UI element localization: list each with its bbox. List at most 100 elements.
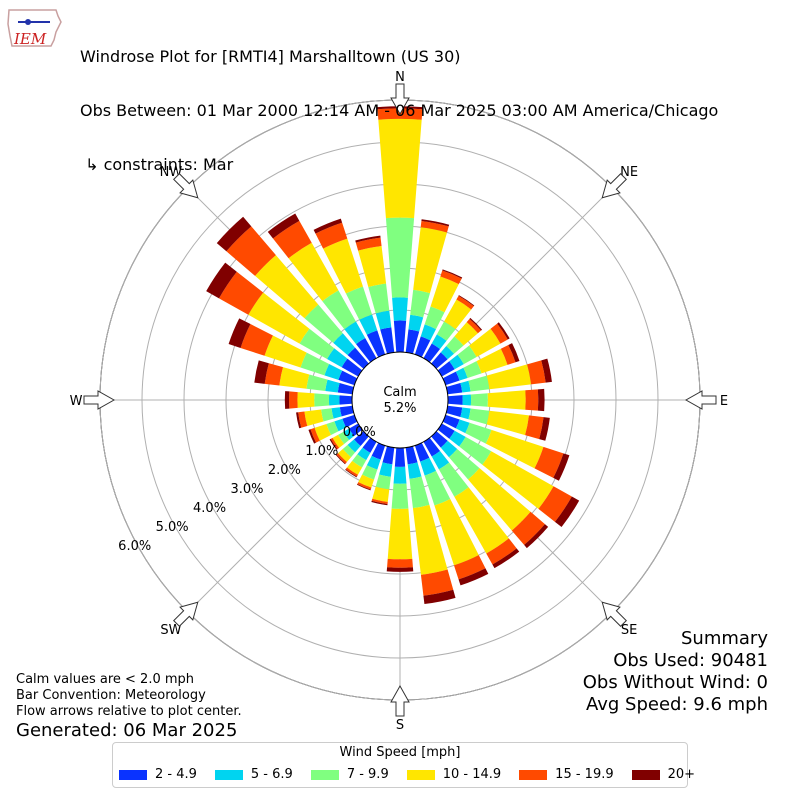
flow-arrow-shape	[390, 83, 410, 116]
windrose-bar-segment	[420, 457, 436, 476]
windrose-bar-segment	[440, 440, 458, 458]
grid-spoke	[187, 433, 367, 613]
windrose-bar-segment	[298, 411, 308, 428]
windrose-bar-segment	[324, 364, 343, 380]
legend-swatch	[631, 769, 660, 780]
legend-item: 10 - 14.9	[406, 767, 502, 782]
direction-label: N	[395, 70, 405, 85]
windrose-bar-segment	[387, 508, 413, 560]
windrose-bar-segment	[442, 269, 463, 279]
windrose-bar-segment	[525, 415, 544, 440]
windrose-bar-segment	[423, 343, 441, 363]
windrose-bar-segment	[356, 483, 371, 491]
legend-title: Wind Speed [mph]	[339, 745, 461, 760]
windrose-bar-segment	[465, 422, 492, 444]
windrose-bar-segment	[375, 310, 392, 330]
windrose-bar-segment	[412, 504, 448, 575]
windrose-bar-segment	[408, 314, 424, 332]
iem-logo: IEM	[6, 6, 62, 50]
legend-swatch	[214, 769, 243, 780]
windrose-bar-segment	[440, 345, 455, 360]
windrose-bar-segment	[255, 255, 319, 319]
direction-label: E	[720, 394, 728, 409]
windrose-bar-segment	[300, 352, 330, 376]
windrose-bar-segment	[288, 242, 339, 302]
legend-label: 20+	[667, 767, 696, 782]
windrose-bar-segment	[264, 363, 284, 386]
windrose-bar-segment	[527, 360, 546, 385]
windrose-bar-segment	[410, 289, 430, 318]
windrose-bar-segment	[345, 286, 373, 320]
windrose-bar-segment	[460, 380, 471, 393]
windrose-bar-segment	[553, 453, 570, 481]
windrose-bar-segment	[267, 213, 300, 239]
legend: Wind Speed [mph] 2 - 4.9 5 - 6.9 7 - 9.9 10…	[112, 742, 695, 788]
legend-label: 10 - 14.9	[442, 767, 502, 782]
flow-arrow-icon	[390, 83, 410, 116]
radial-tick-label: 0.0%	[343, 425, 376, 440]
windrose-bar-segment	[476, 348, 508, 374]
legend-item: 7 - 9.9	[310, 767, 389, 782]
windrose-bar-segment	[457, 345, 477, 365]
windrose-bar-segment	[508, 343, 520, 363]
windrose-bar-segment	[420, 569, 454, 596]
windrose-bar-segment	[454, 487, 509, 554]
chart-title: Windrose Plot for [RMTI4] Marshalltown (…	[80, 12, 718, 192]
windrose-bar-segment	[485, 429, 544, 469]
windrose-bar-segment	[482, 451, 554, 509]
windrose-bar-segment	[446, 405, 463, 417]
windrose-bar-segment	[216, 216, 252, 252]
title-line-2: Obs Between: 01 Mar 2000 12:14 AM - 06 M…	[80, 101, 719, 120]
summary-avg-speed: Avg Speed: 9.6 mph	[586, 694, 768, 715]
windrose-bar-segment	[447, 395, 463, 405]
legend-item: 5 - 6.9	[214, 767, 293, 782]
windrose-bar-segment	[460, 407, 471, 420]
windrose-bar-segment	[357, 482, 372, 490]
windrose-bar-segment	[352, 454, 367, 468]
windrose-bar-segment	[304, 409, 324, 427]
windrose-bar-segment	[325, 379, 340, 393]
windrose-bar-segment	[345, 467, 358, 477]
windrose-bar-segment	[366, 330, 386, 358]
windrose-bar-segment	[338, 448, 352, 462]
windrose-bar-segment	[524, 524, 549, 549]
windrose-bar-segment	[486, 538, 517, 565]
windrose-bar-segment	[420, 220, 449, 233]
windrose-bar-segment	[444, 299, 472, 330]
summary-obs-used: Obs Used: 90481	[613, 650, 768, 671]
windrose-bar-segment	[328, 394, 340, 406]
windrose-bar-segment	[392, 297, 408, 321]
windrose-bar-segment	[430, 276, 459, 313]
windrose-bar-segment	[264, 335, 307, 368]
windrose-bar-segment	[206, 262, 237, 299]
windrose-bar-segment	[462, 394, 472, 406]
windrose-bar-segment	[348, 423, 363, 437]
iowa-state-outline-icon: IEM	[7, 9, 62, 48]
windrose-bar-segment	[338, 370, 358, 386]
legend-items: 2 - 4.9 5 - 6.9 7 - 9.9 10 - 14.9 15 - 19.9 2…	[119, 767, 695, 782]
windrose-bar-segment	[534, 446, 564, 478]
windrose-bar-segment	[346, 460, 363, 475]
windrose-bar-segment	[409, 476, 430, 509]
windrose-bar-segment	[353, 431, 369, 447]
legend-label: 7 - 9.9	[346, 767, 389, 782]
windrose-bar-segment	[347, 439, 361, 453]
windrose-bar-segment	[492, 548, 520, 569]
radial-tick-label: 6.0%	[118, 539, 151, 554]
windrose-bar-segment	[469, 317, 483, 331]
windrose-bar-segment	[431, 334, 447, 350]
windrose-bar-segment	[446, 336, 464, 354]
flow-arrow-icon	[173, 173, 199, 199]
windrose-bar-segment	[541, 358, 552, 383]
windrose-bar-segment	[333, 333, 356, 356]
windrose-bar-segment	[448, 448, 480, 480]
windrose-bar-segment	[407, 462, 422, 479]
legend-swatch	[519, 769, 548, 780]
windrose-bar-segment	[382, 446, 395, 465]
windrose-bar-segment	[375, 474, 391, 490]
legend-swatch	[119, 769, 147, 780]
windrose-bar-segment	[359, 314, 378, 335]
windrose-bar-segment	[335, 454, 346, 465]
windrose-bar-segment	[339, 395, 353, 405]
flow-arrow-shape	[390, 684, 410, 717]
